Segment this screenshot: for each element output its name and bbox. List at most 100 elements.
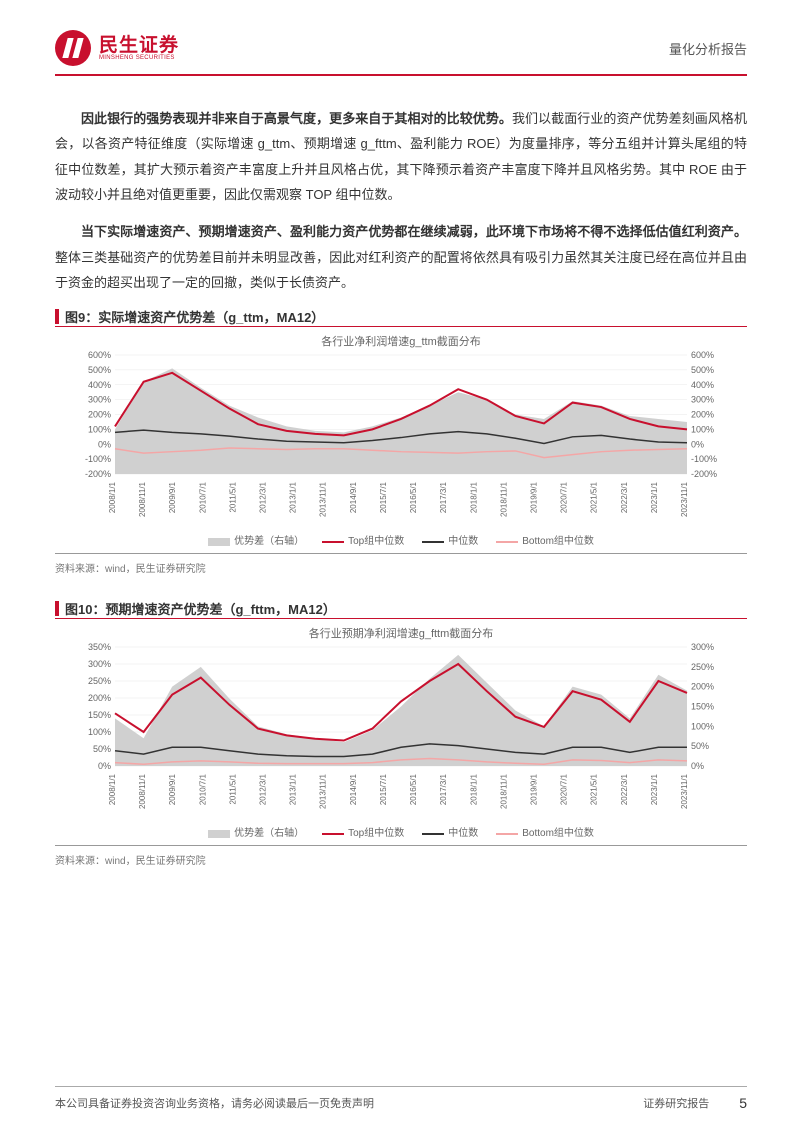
title-bar-icon [55, 309, 59, 324]
svg-text:2014/9/1: 2014/9/1 [349, 482, 358, 514]
svg-text:2016/5/1: 2016/5/1 [409, 774, 418, 806]
svg-text:2013/11/1: 2013/11/1 [319, 482, 328, 518]
svg-text:2017/3/1: 2017/3/1 [439, 482, 448, 514]
page-number: 5 [739, 1095, 747, 1111]
svg-text:250%: 250% [691, 662, 714, 672]
svg-text:-100%: -100% [691, 455, 717, 465]
svg-text:0%: 0% [98, 761, 111, 771]
svg-text:2020/7/1: 2020/7/1 [560, 774, 569, 806]
svg-text:2008/1/1: 2008/1/1 [108, 482, 117, 514]
svg-text:500%: 500% [88, 365, 111, 375]
title-bar-icon [55, 601, 59, 616]
fig10-source: 资料来源：wind，民生证券研究院 [55, 848, 747, 883]
svg-text:2010/7/1: 2010/7/1 [198, 774, 207, 806]
svg-text:200%: 200% [88, 410, 111, 420]
svg-text:250%: 250% [88, 676, 111, 686]
paragraph-2: 当下实际增速资产、预期增速资产、盈利能力资产优势都在继续减弱，此环境下市场将不得… [55, 219, 747, 295]
svg-text:-200%: -200% [85, 469, 111, 479]
svg-text:2015/7/1: 2015/7/1 [379, 774, 388, 806]
svg-text:2010/7/1: 2010/7/1 [198, 482, 207, 514]
svg-text:100%: 100% [691, 425, 714, 435]
fig10-legend: 优势差（右轴）Top组中位数中位数Bottom组中位数 [59, 818, 743, 841]
fig9-subtitle: 各行业净利润增速g_ttm截面分布 [59, 333, 743, 349]
svg-text:2018/1/1: 2018/1/1 [469, 482, 478, 514]
svg-text:-200%: -200% [691, 469, 717, 479]
para2-rest: 整体三类基础资产的优势差目前并未明显改善，因此对红利资产的配置将依然具有吸引力虽… [55, 250, 747, 290]
svg-text:2021/5/1: 2021/5/1 [590, 482, 599, 514]
svg-text:2019/9/1: 2019/9/1 [529, 482, 538, 514]
svg-text:50%: 50% [691, 742, 709, 752]
fig10-title-row: 图10：预期增速资产优势差（g_fttm，MA12） [55, 599, 747, 618]
svg-text:0%: 0% [98, 440, 111, 450]
fig10-chart: 0% 50% 100% 150% 200% 250% 300% 350% 0% 50% 100% 15… [59, 643, 743, 818]
svg-text:150%: 150% [691, 702, 714, 712]
svg-text:2018/11/1: 2018/11/1 [499, 482, 508, 518]
svg-text:100%: 100% [691, 722, 714, 732]
svg-text:2008/1/1: 2008/1/1 [108, 774, 117, 806]
para1-lead: 因此银行的强势表现并非来自于高景气度，更多来自于其相对的比较优势。 [81, 111, 512, 126]
svg-text:300%: 300% [691, 643, 714, 652]
svg-text:600%: 600% [691, 351, 714, 360]
svg-text:150%: 150% [88, 710, 111, 720]
fig9-title-row: 图9：实际增速资产优势差（g_ttm，MA12） [55, 307, 747, 326]
svg-text:100%: 100% [88, 425, 111, 435]
svg-text:2017/3/1: 2017/3/1 [439, 774, 448, 806]
fig9-title: 图9：实际增速资产优势差（g_ttm，MA12） [65, 307, 324, 326]
svg-text:2022/3/1: 2022/3/1 [620, 774, 629, 806]
page-footer: 本公司具备证券投资咨询业务资格，请务必阅读最后一页免责声明 证券研究报告 5 [55, 1086, 747, 1111]
svg-text:200%: 200% [88, 693, 111, 703]
svg-text:200%: 200% [691, 682, 714, 692]
svg-text:2011/5/1: 2011/5/1 [228, 482, 237, 513]
svg-text:2009/9/1: 2009/9/1 [168, 482, 177, 514]
svg-text:2009/9/1: 2009/9/1 [168, 774, 177, 806]
fig9-legend: 优势差（右轴）Top组中位数中位数Bottom组中位数 [59, 526, 743, 549]
svg-text:2014/9/1: 2014/9/1 [349, 774, 358, 806]
svg-text:50%: 50% [93, 744, 111, 754]
svg-text:2018/11/1: 2018/11/1 [499, 774, 508, 810]
footer-disclaimer: 本公司具备证券投资咨询业务资格，请务必阅读最后一页免责声明 [55, 1095, 374, 1111]
svg-text:2023/11/1: 2023/11/1 [680, 482, 689, 518]
logo-icon [55, 30, 91, 66]
para2-lead: 当下实际增速资产、预期增速资产、盈利能力资产优势都在继续减弱，此环境下市场将不得… [81, 224, 747, 239]
svg-text:2020/7/1: 2020/7/1 [560, 482, 569, 514]
logo-en: MINSHENG SECURITIES [99, 55, 179, 61]
svg-text:-100%: -100% [85, 455, 111, 465]
svg-text:2008/11/1: 2008/11/1 [138, 482, 147, 518]
svg-text:2021/5/1: 2021/5/1 [590, 774, 599, 806]
svg-text:2023/1/1: 2023/1/1 [650, 482, 659, 514]
logo-cn: 民生证券 [99, 36, 179, 55]
svg-text:0%: 0% [691, 761, 704, 771]
report-type: 量化分析报告 [669, 39, 747, 58]
fig10-box: 各行业预期净利润增速g_fttm截面分布 0%50%100%150%200%25… [55, 618, 747, 846]
svg-text:2023/11/1: 2023/11/1 [680, 774, 689, 810]
paragraph-1: 因此银行的强势表现并非来自于高景气度，更多来自于其相对的比较优势。我们以截面行业… [55, 106, 747, 207]
svg-text:2012/3/1: 2012/3/1 [259, 774, 268, 806]
fig9-chart: -200% -100% 0% 100% 200% 300% 400% 500% 600% -200… [59, 351, 743, 526]
svg-text:100%: 100% [88, 727, 111, 737]
svg-text:2015/7/1: 2015/7/1 [379, 482, 388, 514]
svg-text:2016/5/1: 2016/5/1 [409, 482, 418, 514]
svg-text:0%: 0% [691, 440, 704, 450]
fig9-box: 各行业净利润增速g_ttm截面分布 -200% -100% 0% 100% 200% 30… [55, 326, 747, 554]
svg-text:350%: 350% [88, 643, 111, 652]
logo-block: 民生证券 MINSHENG SECURITIES [55, 30, 179, 66]
svg-text:500%: 500% [691, 365, 714, 375]
svg-text:300%: 300% [88, 659, 111, 669]
svg-text:2008/11/1: 2008/11/1 [138, 774, 147, 810]
svg-text:600%: 600% [88, 351, 111, 360]
svg-text:2022/3/1: 2022/3/1 [620, 482, 629, 514]
svg-text:2013/11/1: 2013/11/1 [319, 774, 328, 810]
svg-text:2023/1/1: 2023/1/1 [650, 774, 659, 806]
svg-text:400%: 400% [691, 380, 714, 390]
svg-text:2013/1/1: 2013/1/1 [289, 482, 298, 514]
svg-text:2018/1/1: 2018/1/1 [469, 774, 478, 806]
page-header: 民生证券 MINSHENG SECURITIES 量化分析报告 [55, 30, 747, 76]
svg-text:300%: 300% [88, 395, 111, 405]
svg-text:200%: 200% [691, 410, 714, 420]
svg-text:2013/1/1: 2013/1/1 [289, 774, 298, 806]
svg-text:300%: 300% [691, 395, 714, 405]
fig9-source: 资料来源：wind，民生证券研究院 [55, 556, 747, 591]
svg-text:2011/5/1: 2011/5/1 [228, 774, 237, 805]
footer-report: 证券研究报告 [643, 1095, 709, 1111]
svg-text:2012/3/1: 2012/3/1 [259, 482, 268, 514]
